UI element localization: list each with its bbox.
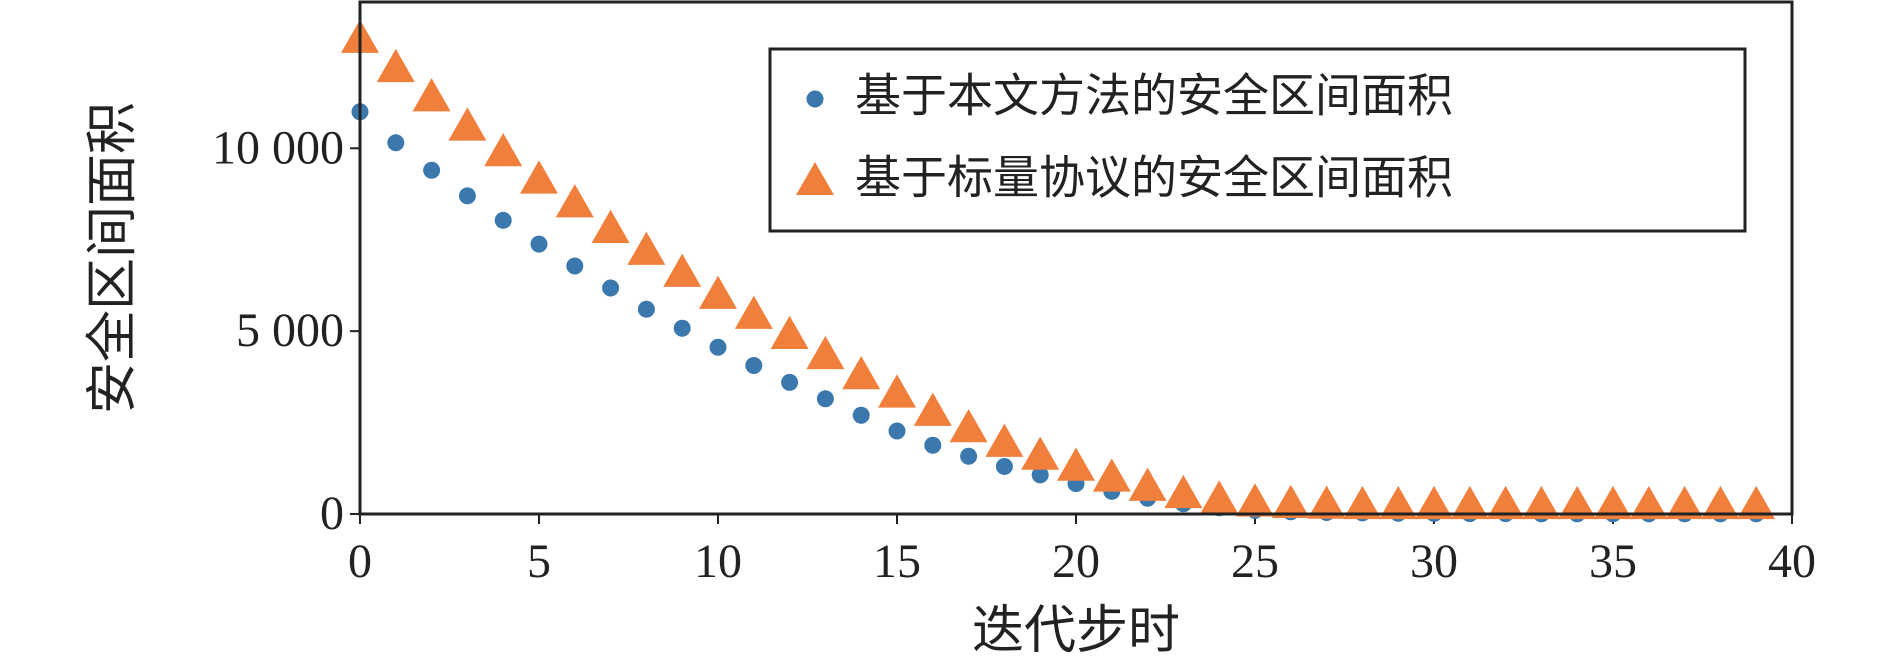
legend-marker [806, 90, 824, 108]
legend-box [768, 47, 1747, 233]
x-tick-label: 10 [694, 535, 742, 588]
triangle-marker [1629, 485, 1668, 520]
triangle-marker [1057, 447, 1095, 481]
triangle-marker [985, 423, 1024, 457]
y-axis-label: 安全区间面积 [85, 102, 142, 414]
triangle-marker [412, 78, 451, 112]
x-tick-label: 25 [1231, 535, 1279, 588]
y-tick-label: 0 [320, 487, 344, 540]
triangle-marker [949, 409, 988, 443]
circle-marker [423, 161, 441, 179]
triangle-marker [1450, 485, 1489, 520]
plot-frame [358, 0, 1794, 516]
triangle-marker [734, 295, 773, 329]
triangle-marker [878, 374, 916, 408]
x-tick-label: 5 [527, 535, 551, 588]
x-tick-label: 40 [1768, 535, 1816, 588]
triangle-marker [1594, 485, 1632, 520]
triangle-marker [520, 160, 558, 194]
circle-marker [960, 447, 978, 465]
y-tick-label: 10 000 [212, 121, 344, 174]
triangle-marker [376, 48, 415, 83]
circle-marker [566, 257, 584, 275]
triangle-marker [1379, 485, 1418, 520]
x-tick-label: 35 [1589, 535, 1637, 588]
triangle-marker [1665, 485, 1704, 520]
circle-marker [387, 134, 405, 152]
circle-marker [781, 373, 799, 391]
x-tick-label: 20 [1052, 535, 1100, 588]
circle-marker [816, 390, 834, 408]
x-tick-label: 15 [873, 535, 921, 588]
triangle-marker [842, 356, 881, 390]
legend-label: 基于标量协议的安全区间面积 [855, 153, 1453, 204]
triangle-marker [1415, 485, 1453, 520]
legend-marker [796, 162, 834, 195]
x-axis-label: 迭代步时 [972, 603, 1180, 660]
triangle-marker [1701, 485, 1740, 520]
circle-marker [602, 279, 620, 297]
triangle-marker [448, 107, 487, 141]
circle-marker [530, 235, 548, 253]
triangle-marker [1164, 474, 1203, 509]
triangle-marker [1343, 485, 1382, 520]
triangle-marker [699, 275, 737, 309]
circle-marker [637, 300, 655, 318]
triangle-marker [1522, 485, 1561, 520]
triangle-marker [1737, 485, 1776, 520]
triangle-marker [1200, 480, 1239, 514]
triangle-marker [555, 184, 594, 218]
circle-marker [494, 211, 512, 229]
triangle-marker [663, 253, 702, 287]
triangle-marker [591, 209, 630, 243]
triangle-marker [1092, 458, 1131, 492]
x-tick-label: 0 [348, 535, 372, 588]
circle-marker [924, 436, 942, 454]
legend-label: 基于本文方法的安全区间面积 [855, 71, 1453, 122]
triangle-marker [627, 231, 666, 265]
triangle-marker [1128, 467, 1167, 501]
circle-marker [673, 319, 691, 337]
circle-marker [745, 357, 763, 375]
triangle-marker [1021, 436, 1060, 470]
triangle-marker [1307, 485, 1346, 519]
circle-marker [458, 187, 476, 205]
circle-marker [888, 422, 906, 440]
triangle-marker [484, 132, 523, 167]
triangle-marker [770, 315, 809, 350]
triangle-marker [1236, 483, 1274, 517]
y-tick-label: 5 000 [236, 304, 344, 357]
triangle-marker [806, 335, 845, 370]
circle-marker [709, 338, 727, 356]
triangle-marker [1486, 485, 1525, 520]
circle-marker [1031, 466, 1049, 484]
triangle-marker [913, 392, 952, 426]
x-tick-label: 30 [1410, 535, 1458, 588]
triangle-marker [1558, 485, 1597, 520]
circle-marker [995, 457, 1013, 475]
circle-marker [852, 406, 870, 424]
triangle-marker [1271, 484, 1310, 519]
